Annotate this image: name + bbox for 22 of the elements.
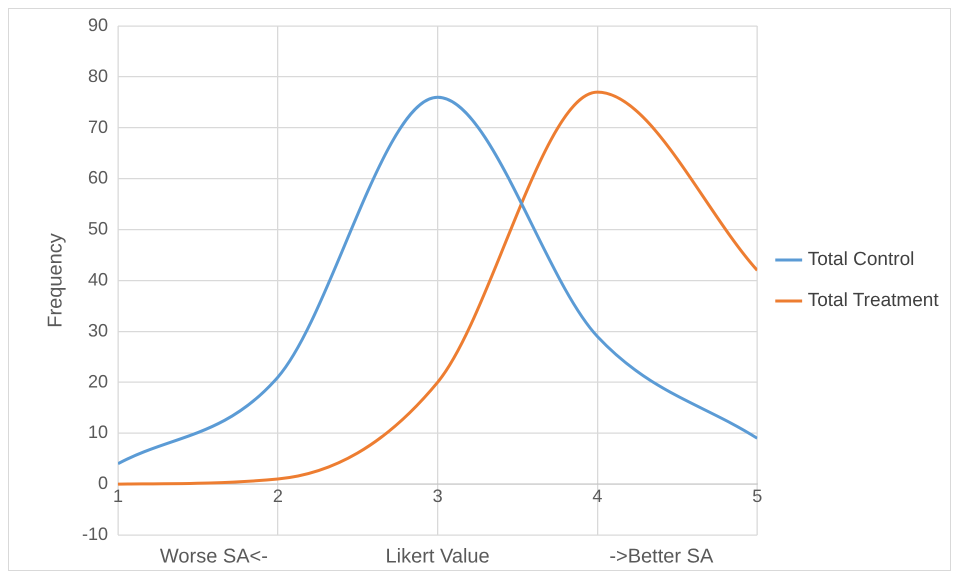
x-tick-label: 1 bbox=[113, 486, 124, 506]
y-tick-label: 70 bbox=[88, 116, 108, 137]
y-tick-label: 30 bbox=[88, 320, 108, 340]
y-tick-label: 60 bbox=[88, 168, 108, 188]
text: ->Better SA bbox=[609, 546, 714, 568]
y-tick-label: 40 bbox=[88, 269, 108, 290]
y-tick-label: 0 bbox=[98, 473, 108, 494]
x-tick-label: 4 bbox=[592, 486, 602, 506]
y-tick-label: 10 bbox=[88, 422, 108, 442]
legend-label: Total Treatment bbox=[808, 290, 940, 312]
y-tick-label: 20 bbox=[88, 371, 108, 392]
text: Worse SA<- bbox=[160, 546, 268, 568]
x-tick-label: 5 bbox=[752, 486, 762, 506]
y-tick-label: 80 bbox=[88, 66, 108, 86]
y-tick-label: 50 bbox=[88, 218, 108, 239]
x-tick-label: 3 bbox=[432, 486, 443, 506]
x-tick-label: 2 bbox=[272, 486, 283, 506]
x-axis-title: Likert Value bbox=[386, 546, 490, 568]
y-tick-label: -10 bbox=[82, 524, 108, 544]
y-tick-label: 90 bbox=[88, 14, 108, 35]
legend-label: Total Control bbox=[808, 249, 914, 270]
y-axis-title: Frequency bbox=[44, 233, 67, 328]
